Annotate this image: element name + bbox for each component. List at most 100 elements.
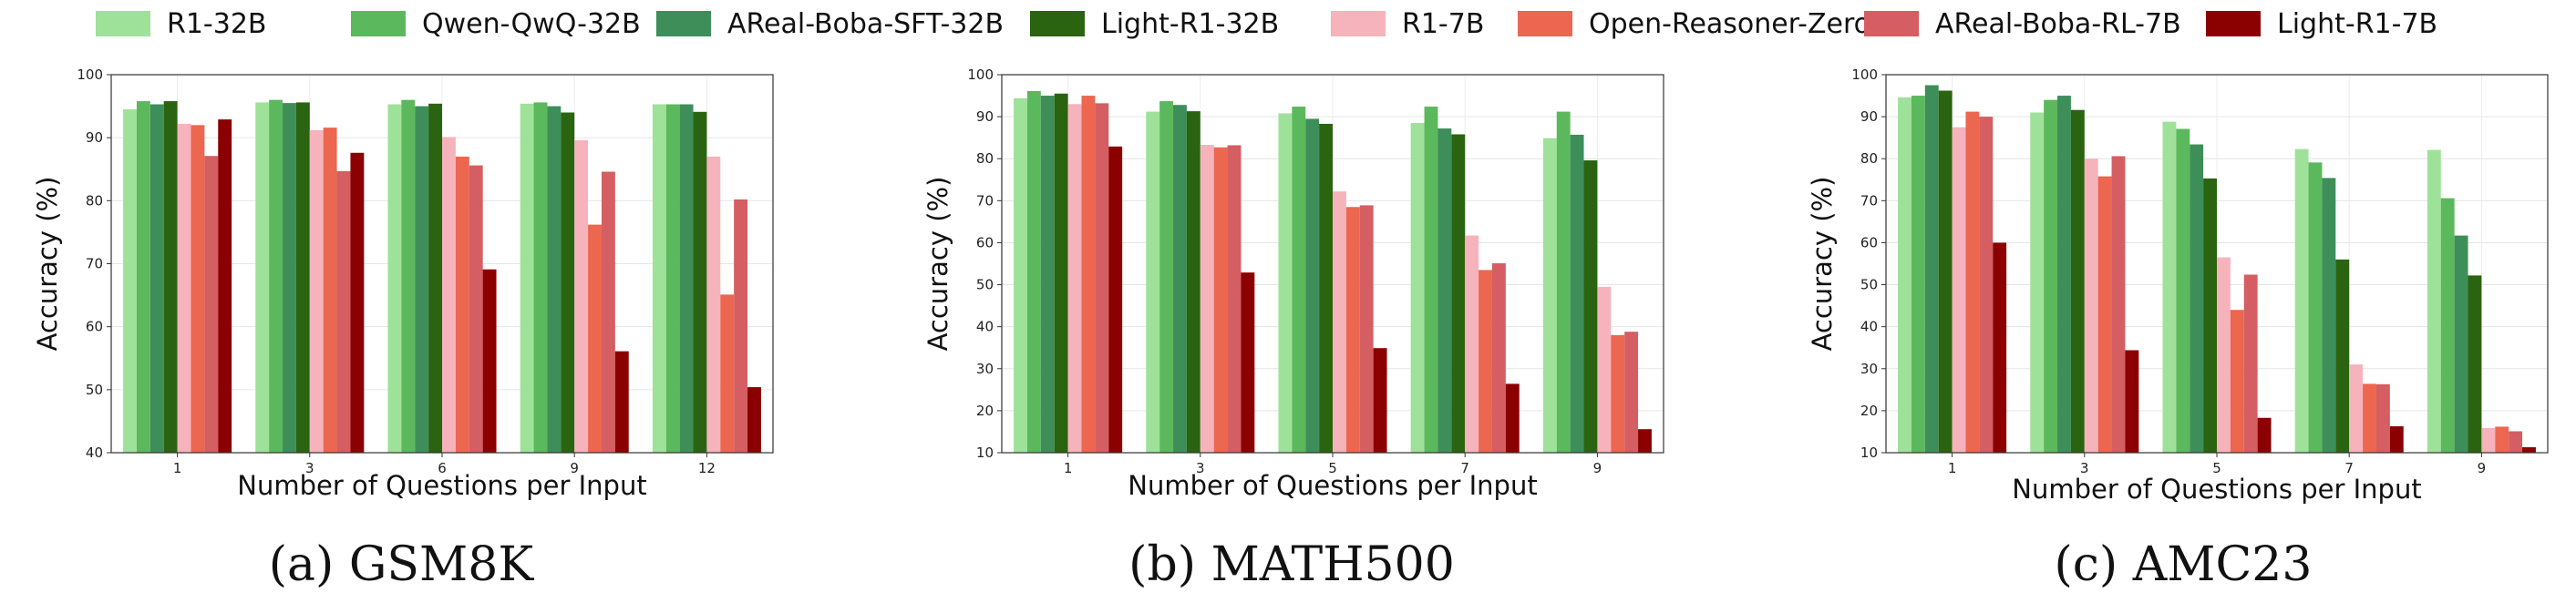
bar-areal-boba-rl-7b-q1 [1979,117,1994,453]
bar-areal-boba-sft-32b-q1 [1040,96,1055,454]
bar-areal-boba-sft-32b-q1 [1924,85,1939,454]
y-tick-label: 60 [86,319,103,335]
bar-areal-boba-sft-32b-q7 [1437,128,1452,453]
chart-caption: (b) MATH500 [1128,537,1455,592]
y-tick-label: 20 [1860,403,1878,419]
y-tick-label: 70 [1860,192,1878,209]
bar-areal-boba-sft-32b-q3 [283,103,296,453]
chart-c-amc23: 10 20 30 40 50 60 70 80 90 100 1 3 5 7 9 Number of Ques… [1807,66,2549,592]
bar-areal-boba-rl-7b-q9 [1624,332,1639,453]
bar-open-reasoner-zero-7b-q3 [1213,147,1228,453]
bar-r1-7b-q5 [2217,257,2231,453]
bar-qwen-qwq-32b-q3 [269,99,283,454]
y-tick-label: 100 [1851,66,1878,83]
bar-light-r1-7b-q9 [1638,429,1652,453]
bar-light-r1-7b-q1 [1108,146,1123,453]
y-tick-label: 20 [976,403,994,419]
bar-open-reasoner-zero-7b-q3 [323,128,337,453]
bar-areal-boba-sft-32b-q9 [547,106,562,453]
bar-r1-32b-q3 [255,102,270,453]
y-tick-label: 100 [77,66,103,83]
bar-r1-32b-q3 [2030,112,2045,453]
x-tick-label: 9 [2478,460,2487,476]
bar-qwen-qwq-32b-q7 [1424,107,1438,454]
bar-areal-boba-rl-7b-q3 [2111,156,2126,453]
y-tick-label: 70 [86,256,103,272]
bar-areal-boba-sft-32b-q3 [2057,96,2071,454]
bar-light-r1-32b-q9 [561,112,575,453]
bar-light-r1-32b-q5 [2203,178,2217,453]
bar-open-reasoner-zero-7b-q5 [2230,310,2244,453]
bar-areal-boba-rl-7b-q1 [1095,103,1109,453]
bar-qwen-qwq-32b-q1 [136,101,150,454]
bar-areal-boba-rl-7b-q6 [469,165,483,453]
bar-light-r1-7b-q3 [1241,272,1255,453]
bar-light-r1-32b-q6 [428,103,442,454]
y-tick-label: 60 [1860,234,1878,250]
bar-light-r1-32b-q7 [1451,134,1466,453]
bar-qwen-qwq-32b-q3 [2044,99,2058,454]
x-tick-label: 5 [2212,460,2221,476]
legend-label: Qwen-QwQ-32B [422,8,641,40]
y-tick-label: 100 [967,66,994,83]
legend-item-light-r1-32b: Light-R1-32B [1030,8,1279,40]
y-tick-label: 40 [86,445,103,461]
bar-open-reasoner-zero-7b-q7 [2363,383,2376,453]
bar-open-reasoner-zero-7b-q7 [1479,270,1492,453]
bar-open-reasoner-zero-7b-q1 [1965,111,1980,454]
bar-qwen-qwq-32b-q6 [401,99,416,454]
plot-frame [1001,74,1664,454]
bar-light-r1-32b-q12 [693,111,707,453]
legend-item-r1-32b: R1-32B [96,8,267,40]
y-axis-label: Accuracy (%) [1807,177,1838,352]
bar-areal-boba-rl-7b-q7 [2375,383,2390,453]
bar-light-r1-32b-q3 [2070,109,2085,453]
bar-r1-32b-q9 [2427,149,2441,454]
legend-item-areal-boba-sft-32b: AReal-Boba-SFT-32B [656,8,1004,40]
legend-label: Open-Reasoner-Zero-7B [1589,8,1917,40]
bar-light-r1-32b-q7 [2335,259,2350,453]
bar-light-r1-7b-q5 [1373,348,1387,453]
y-tick-label: 50 [976,277,994,293]
bar-light-r1-32b-q9 [2468,275,2482,453]
x-tick-label: 5 [1328,460,1337,476]
legend-swatch [1864,11,1919,36]
y-tick-label: 10 [1860,445,1878,461]
bar-r1-32b-q9 [1542,138,1557,453]
y-tick-label: 90 [86,129,103,146]
legend-item-light-r1-7b: Light-R1-7B [2206,8,2437,40]
bar-r1-32b-q1 [123,109,137,454]
x-axis-label: Number of Questions per Input [237,470,646,501]
bar-areal-boba-sft-32b-q12 [679,104,694,453]
bar-r1-7b-q1 [177,123,191,453]
y-tick-label: 80 [86,192,103,209]
legend-label: R1-7B [1402,8,1484,40]
bar-light-r1-7b-q1 [1993,242,2007,453]
bar-areal-boba-sft-32b-q9 [2454,235,2468,453]
y-tick-label: 50 [1860,277,1878,293]
y-tick-label: 40 [1860,319,1878,335]
bar-light-r1-7b-q12 [747,387,761,453]
bar-r1-7b-q3 [309,129,324,453]
bar-r1-32b-q3 [1146,111,1160,454]
y-tick-label: 90 [976,108,994,125]
bar-light-r1-7b-q7 [2389,425,2404,453]
bar-light-r1-7b-q9 [2522,447,2536,453]
plot-frame [110,74,774,454]
bar-qwen-qwq-32b-q9 [533,102,548,453]
x-tick-label: 3 [1196,460,1205,476]
legend-label: Light-R1-7B [2277,8,2437,40]
bar-open-reasoner-zero-7b-q9 [2495,426,2509,453]
bar-r1-7b-q7 [1465,235,1479,453]
bar-r1-7b-q5 [1333,191,1346,453]
bar-light-r1-32b-q1 [1054,93,1068,453]
x-tick-label: 1 [173,460,182,476]
bar-qwen-qwq-32b-q12 [665,104,680,453]
y-tick-label: 90 [1860,108,1878,125]
bar-areal-boba-rl-7b-q3 [1227,145,1242,453]
x-tick-label: 9 [570,460,579,476]
bar-r1-32b-q12 [652,104,666,453]
bar-light-r1-7b-q9 [614,351,629,453]
legend-item-qwen-qwq-32b: Qwen-QwQ-32B [351,8,641,40]
